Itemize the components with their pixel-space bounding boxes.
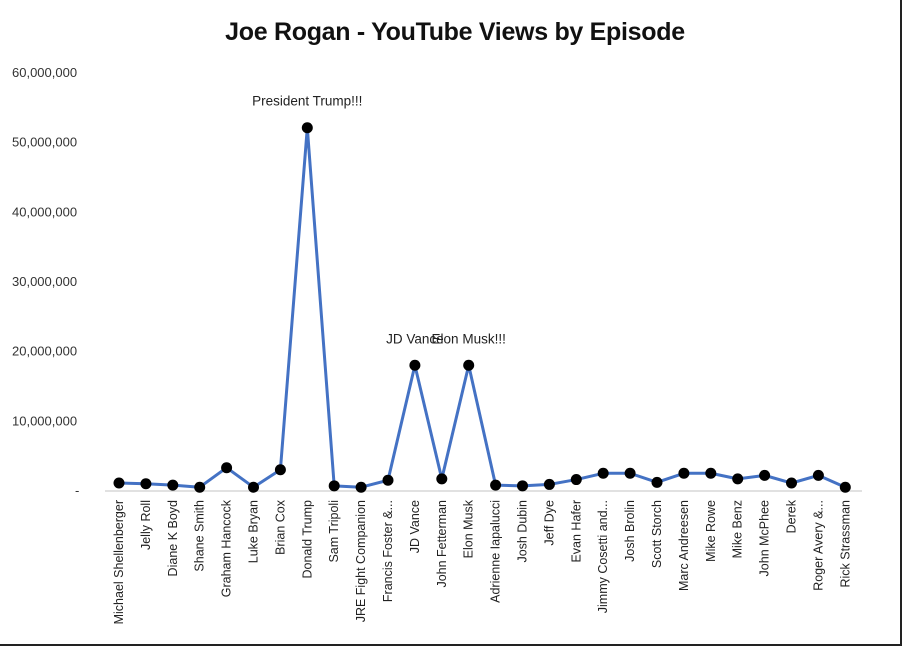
data-point [732, 473, 744, 485]
x-tick-label: Sam Tripoli [327, 500, 341, 563]
x-tick-label: Roger Avery &... [811, 500, 825, 591]
y-tick-label: 20,000,000 [12, 344, 77, 359]
x-tick-label: Brian Cox [273, 499, 287, 555]
data-point [221, 462, 233, 474]
data-point [839, 481, 851, 493]
data-point [759, 469, 771, 481]
x-tick-label: Francis Foster &... [381, 500, 395, 602]
x-tick-label: Derek [785, 499, 799, 533]
data-annotation: President Trump!!! [252, 94, 362, 109]
data-point [167, 479, 179, 491]
data-point [651, 476, 663, 488]
x-tick-label: Shane Smith [193, 500, 207, 572]
data-point [624, 467, 636, 479]
x-tick-label: Michael Shellenberger [112, 500, 126, 624]
data-annotation: Elon Musk!!! [432, 331, 506, 346]
x-tick-label: Elon Musk [462, 499, 476, 558]
x-tick-label: Graham Hancock [220, 499, 234, 597]
x-tick-label: Mike Rowe [704, 500, 718, 562]
x-tick-label: Marc Andreesen [677, 500, 691, 591]
x-tick-label: Adrienne Iapalucci [489, 500, 503, 603]
data-point [705, 467, 717, 479]
y-tick-label: 30,000,000 [12, 274, 77, 289]
data-point [113, 477, 125, 489]
x-tick-label: JD Vance [408, 500, 422, 553]
x-tick-label: Luke Bryan [247, 500, 261, 563]
data-point [812, 469, 824, 481]
x-tick-label: JRE Fight Companion [354, 500, 368, 622]
x-tick-label: Donald Trump [300, 500, 314, 579]
data-point [382, 474, 394, 486]
y-tick-label: 10,000,000 [12, 413, 77, 428]
chart-title: Joe Rogan - YouTube Views by Episode [225, 18, 685, 46]
data-point [301, 122, 313, 134]
data-point [786, 477, 797, 489]
x-tick-label: Josh Dubin [516, 500, 530, 563]
x-tick-label: Jelly Roll [139, 500, 153, 550]
data-point [543, 478, 555, 490]
data-point [194, 481, 206, 493]
data-annotation: JD Vance [386, 331, 444, 346]
data-point [678, 467, 690, 479]
data-point [355, 481, 367, 493]
x-tick-label: John Fetterman [435, 500, 449, 588]
y-tick-label: 50,000,000 [12, 135, 77, 150]
series-line [118, 126, 846, 489]
data-point [463, 359, 475, 371]
data-point [517, 480, 528, 492]
x-tick-label: Evan Hafer [569, 500, 583, 563]
data-point [140, 478, 152, 490]
data-point [248, 481, 259, 493]
data-point [274, 464, 286, 476]
y-tick-label: 40,000,000 [12, 204, 77, 219]
y-tick-label: - [75, 483, 79, 498]
x-tick-label: John McPhee [758, 500, 772, 576]
y-tick-label: 60,000,000 [12, 65, 77, 80]
x-tick-label: Mike Benz [731, 500, 745, 558]
data-point [436, 473, 448, 485]
x-tick-label: Diane K Boyd [166, 500, 180, 576]
x-tick-label: Josh Brolin [623, 500, 637, 562]
data-point [490, 479, 502, 491]
x-tick-label: Scott Storch [650, 500, 664, 568]
data-point [597, 467, 609, 479]
data-point [409, 359, 421, 371]
x-tick-label: Jeff Dye [542, 500, 556, 546]
x-tick-label: Jimmy Cosetti and... [596, 500, 610, 613]
x-tick-label: Rick Strassman [838, 500, 852, 588]
data-point [570, 474, 582, 486]
data-point [328, 480, 340, 492]
